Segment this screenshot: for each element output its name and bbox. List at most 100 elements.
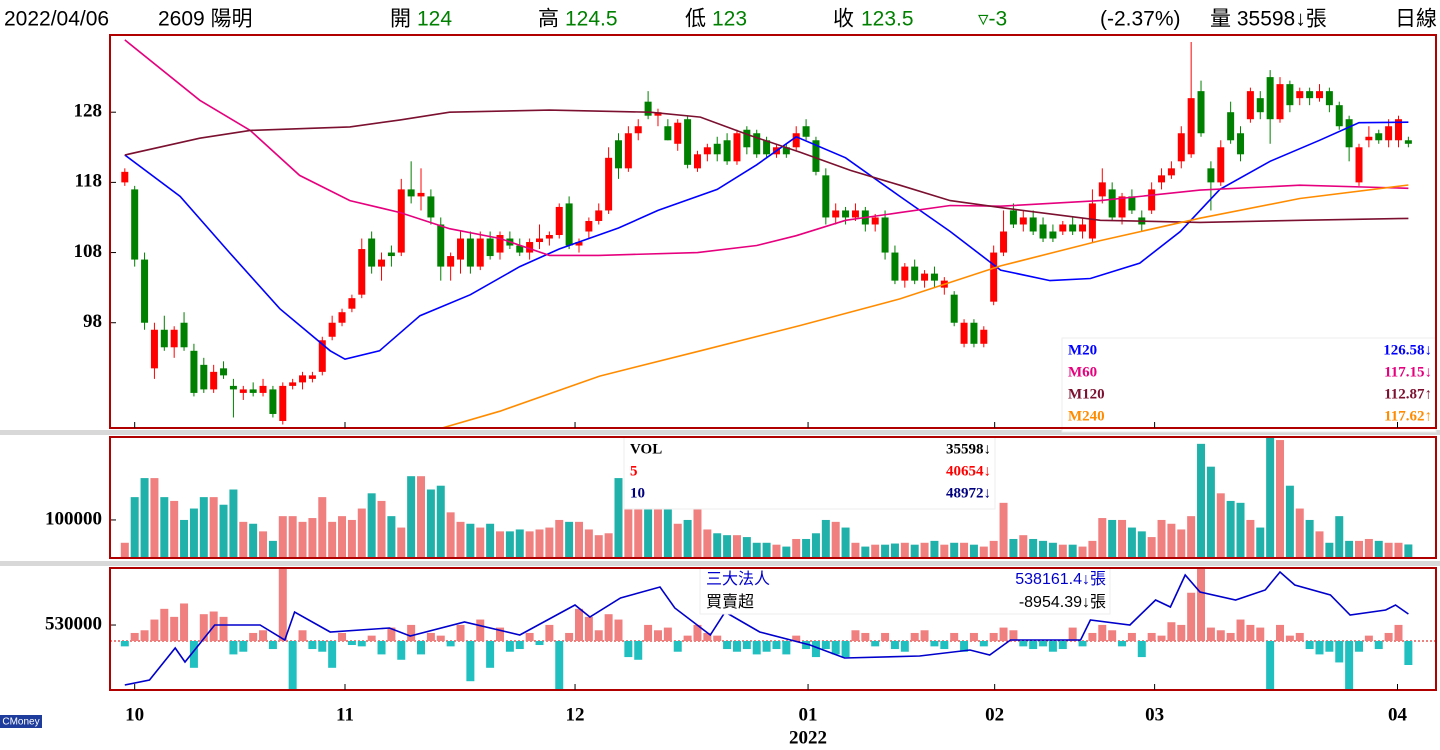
close-label: 收 bbox=[833, 8, 854, 31]
net-bar bbox=[387, 627, 396, 641]
volume-bar bbox=[644, 500, 653, 557]
volume-bar bbox=[940, 544, 949, 557]
volume-bar bbox=[999, 502, 1008, 557]
volume-bar bbox=[209, 497, 218, 557]
volume-bar bbox=[1177, 529, 1186, 557]
candle-body bbox=[684, 119, 692, 165]
volume-bar bbox=[723, 535, 732, 557]
candle-body bbox=[832, 210, 840, 218]
candle-body bbox=[318, 340, 326, 372]
net-bar bbox=[515, 640, 524, 650]
net-bar bbox=[713, 635, 722, 641]
net-bar bbox=[900, 640, 909, 652]
volume-bar bbox=[318, 497, 327, 557]
volume-bar bbox=[397, 527, 406, 557]
candle-body bbox=[990, 252, 998, 302]
candle-body bbox=[1394, 119, 1402, 141]
net-bar bbox=[1009, 630, 1018, 641]
watermark-box bbox=[0, 715, 42, 728]
volume-bar bbox=[1226, 500, 1235, 557]
volume-bar bbox=[713, 533, 722, 557]
net-bar bbox=[1345, 640, 1354, 689]
panel-frame bbox=[109, 436, 1437, 559]
volume-bar bbox=[772, 544, 781, 557]
net-bar bbox=[1276, 624, 1285, 641]
candle-body bbox=[338, 312, 346, 323]
candle-body bbox=[190, 350, 198, 393]
volume-bar bbox=[792, 538, 801, 557]
net-bar bbox=[1058, 640, 1067, 650]
volume: 量 35598↓張 bbox=[1210, 8, 1327, 31]
volume-bar bbox=[624, 504, 633, 557]
net-bar bbox=[1216, 630, 1225, 641]
volume-bar bbox=[841, 527, 850, 557]
volume-bar bbox=[742, 537, 751, 557]
legend-box bbox=[699, 567, 1111, 615]
net-bar bbox=[742, 640, 751, 650]
net-bar bbox=[446, 640, 455, 647]
candle-body bbox=[1128, 196, 1136, 211]
net-bar bbox=[1118, 640, 1127, 647]
volume-bar bbox=[604, 533, 613, 557]
candle-body bbox=[1385, 126, 1393, 141]
candle-body bbox=[516, 245, 524, 253]
volume-bar bbox=[1315, 531, 1324, 557]
line bbox=[124, 39, 1409, 257]
y-tick-label: 100000 bbox=[45, 508, 102, 529]
net-bar bbox=[979, 640, 988, 647]
net-bar bbox=[673, 640, 682, 652]
candle-body bbox=[180, 322, 188, 348]
net-bar bbox=[1206, 627, 1215, 641]
candle-body bbox=[427, 196, 435, 218]
x-tick-label: 12 bbox=[566, 704, 585, 725]
volume-bar bbox=[150, 478, 159, 557]
volume-bar bbox=[466, 523, 475, 557]
net-bar bbox=[653, 630, 662, 641]
candle-body bbox=[703, 147, 711, 155]
open: 124 bbox=[417, 8, 452, 31]
volume-bar bbox=[871, 544, 880, 557]
legend-value: 126.58↓ bbox=[1383, 342, 1432, 358]
candle-body bbox=[1158, 175, 1166, 183]
close: 123.5 bbox=[861, 8, 914, 31]
net-bar bbox=[288, 640, 297, 689]
volume-bar bbox=[614, 478, 623, 557]
legend-name: 買賣超 bbox=[706, 593, 754, 611]
candle-body bbox=[1049, 231, 1057, 239]
net-bar bbox=[496, 627, 505, 641]
net-bar bbox=[584, 616, 593, 641]
x-tick-label: 10 bbox=[125, 704, 144, 725]
volume-bar bbox=[1325, 542, 1334, 557]
volume-bar bbox=[1246, 519, 1255, 557]
candle-body bbox=[417, 192, 425, 197]
candle-body bbox=[535, 238, 543, 243]
legend-value: 117.15↓ bbox=[1384, 364, 1432, 380]
net-bar bbox=[1157, 635, 1166, 641]
legend-name: M60 bbox=[1068, 364, 1097, 380]
volume-bar bbox=[1394, 542, 1403, 557]
net-bar bbox=[219, 616, 228, 641]
candle-body bbox=[1079, 224, 1087, 232]
legend-name: 5 bbox=[630, 463, 638, 479]
candle-body bbox=[378, 259, 386, 267]
legend-box bbox=[623, 436, 996, 510]
net-bar bbox=[999, 627, 1008, 641]
candle-body bbox=[1019, 217, 1027, 225]
candle-body bbox=[693, 154, 701, 169]
volume-bar bbox=[140, 478, 149, 557]
net-bar bbox=[140, 630, 149, 641]
y-tick-label: 118 bbox=[75, 171, 102, 192]
net-bar bbox=[614, 619, 623, 641]
candle-body bbox=[1059, 224, 1067, 232]
net-bar bbox=[1147, 632, 1156, 641]
candle-body bbox=[466, 238, 474, 267]
candle-body bbox=[289, 382, 297, 386]
candle-body bbox=[486, 238, 494, 257]
net-bar bbox=[950, 632, 959, 641]
volume-bar bbox=[298, 521, 307, 557]
net-bar bbox=[802, 640, 811, 650]
candle-body bbox=[141, 259, 149, 323]
net-bar bbox=[318, 640, 327, 652]
net-bar bbox=[634, 640, 643, 660]
net-bar bbox=[1108, 630, 1117, 641]
